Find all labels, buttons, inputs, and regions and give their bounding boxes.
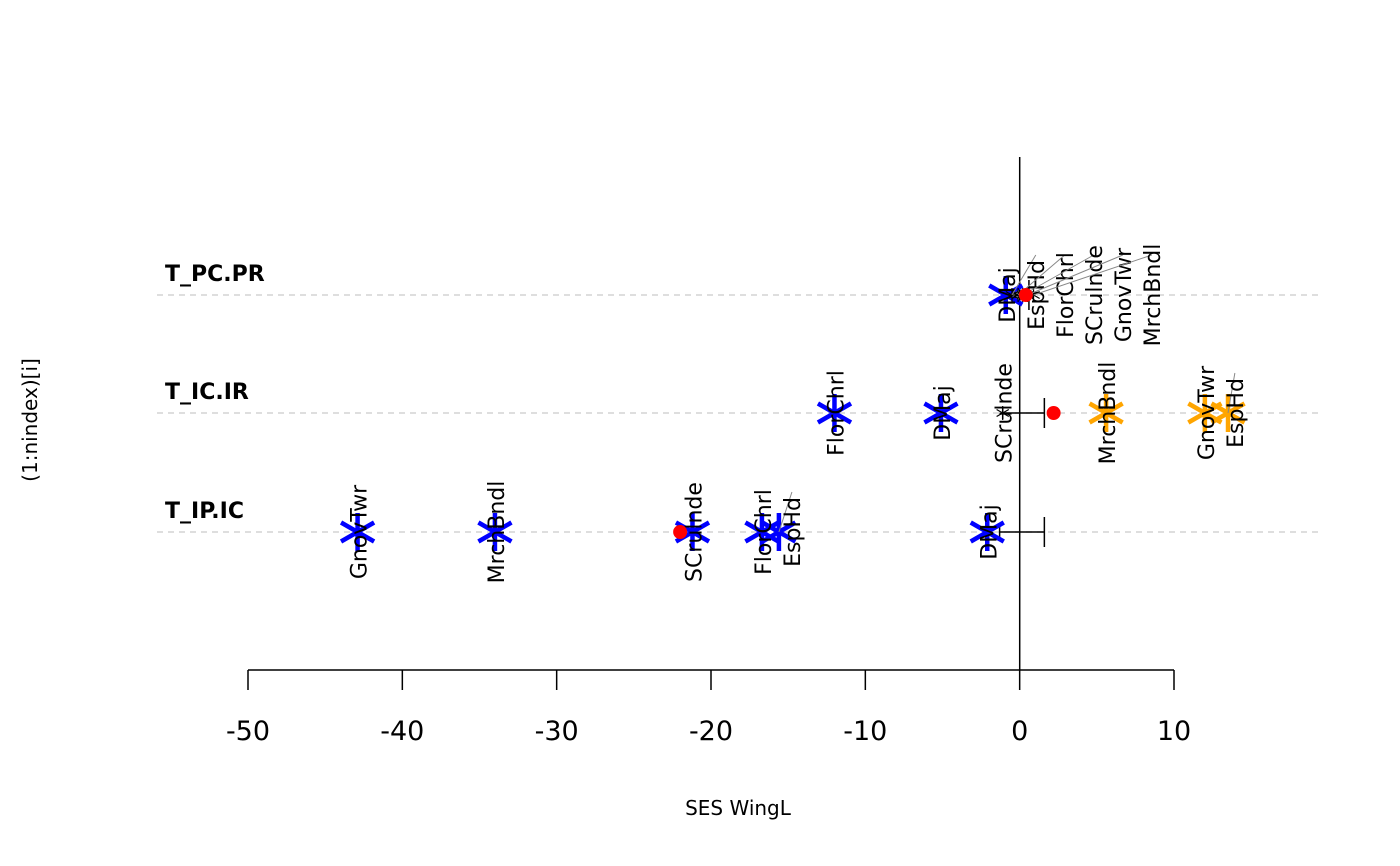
x-tick-label: -40 <box>380 716 424 747</box>
row-t_ip.ic: T_IP.IC GnovTwr MrchBndl SCrulnde FlorChrl Es… <box>165 481 1046 584</box>
asterisk-stroke <box>744 520 780 544</box>
x-tick-label: -10 <box>843 716 887 747</box>
point-label: DMaj <box>996 267 1021 323</box>
row-t_pc.pr: T_PC.PR DMaj EspHd FlorChrl SCrulnde GnovTwr M… <box>165 244 1166 347</box>
point-label: GnovTwr <box>1195 365 1220 460</box>
point-label: DMaj <box>977 504 1002 560</box>
label-leader-line <box>1227 372 1236 414</box>
data-marks: T_IP.IC GnovTwr MrchBndl SCrulnde FlorChrl Es… <box>165 244 1249 584</box>
point-label: MrchBndl <box>1141 244 1166 347</box>
mean-point <box>673 525 688 539</box>
point-label: GnovTwr <box>1112 247 1137 342</box>
label-leader-line <box>1011 254 1037 296</box>
label-leader-line <box>778 491 793 533</box>
point-label: EspHd <box>781 497 806 567</box>
point-label: GnovTwr <box>348 484 373 579</box>
asterisk-marker <box>816 394 853 432</box>
point-label: SCrulnde <box>1083 245 1108 345</box>
row-label: T_IP.IC <box>165 499 244 524</box>
label-leader-line <box>1033 254 1152 296</box>
asterisk-marker <box>996 406 1010 420</box>
x-tick-label: -20 <box>689 716 733 747</box>
x-axis-label: SES WingL <box>685 796 792 820</box>
point-label: FlorChrl <box>824 370 849 456</box>
asterisk-stroke <box>477 520 513 544</box>
label-leader-line <box>1022 254 1095 296</box>
asterisk-stroke <box>988 283 1024 307</box>
asterisk-stroke <box>1210 401 1246 425</box>
x-tick-label: 0 <box>1011 716 1028 747</box>
asterisk-stroke <box>1088 401 1124 425</box>
asterisk-marker <box>1088 394 1124 432</box>
asterisk-marker <box>923 394 959 432</box>
x-tick-label: -30 <box>535 716 579 747</box>
y-axis-label: (1:nindex)[i] <box>18 358 42 482</box>
asterisk-marker <box>969 513 1005 551</box>
mean-point <box>1018 288 1033 302</box>
label-leader-line <box>1027 254 1123 296</box>
asterisk-stroke <box>1005 290 1019 300</box>
asterisk-stroke <box>761 520 797 544</box>
asterisk-marker <box>339 513 376 551</box>
point-label: EspHd <box>1224 378 1249 448</box>
row-label: T_PC.PR <box>165 262 265 287</box>
x-tick-label: 10 <box>1157 716 1191 747</box>
asterisk-stroke <box>969 520 1005 544</box>
x-tick-label: -50 <box>226 716 270 747</box>
mean-point <box>1046 406 1061 420</box>
asterisk-stroke <box>923 401 959 425</box>
point-label: DMaj <box>931 385 956 441</box>
point-label: FlorChrl <box>1054 252 1079 338</box>
asterisk-marker <box>477 513 513 551</box>
point-label: FlorChrl <box>752 489 777 575</box>
point-label: MrchBndl <box>1096 362 1121 465</box>
asterisk-stroke <box>816 401 853 425</box>
point-label: MrchBndl <box>485 481 510 584</box>
row-label: T_IC.IR <box>165 380 249 405</box>
asterisk-stroke <box>339 520 376 544</box>
asterisk-stroke <box>996 408 1010 418</box>
asterisk-marker <box>744 513 780 551</box>
row-t_ic.ir: T_IC.IR FlorChrl DMaj SCrulnde MrchBndl GnovT… <box>165 362 1249 465</box>
x-axis: -50 -40 -30 -20 -10 0 10 <box>226 669 1191 747</box>
point-label: SCrulnde <box>993 363 1018 463</box>
asterisk-marker <box>988 276 1024 314</box>
